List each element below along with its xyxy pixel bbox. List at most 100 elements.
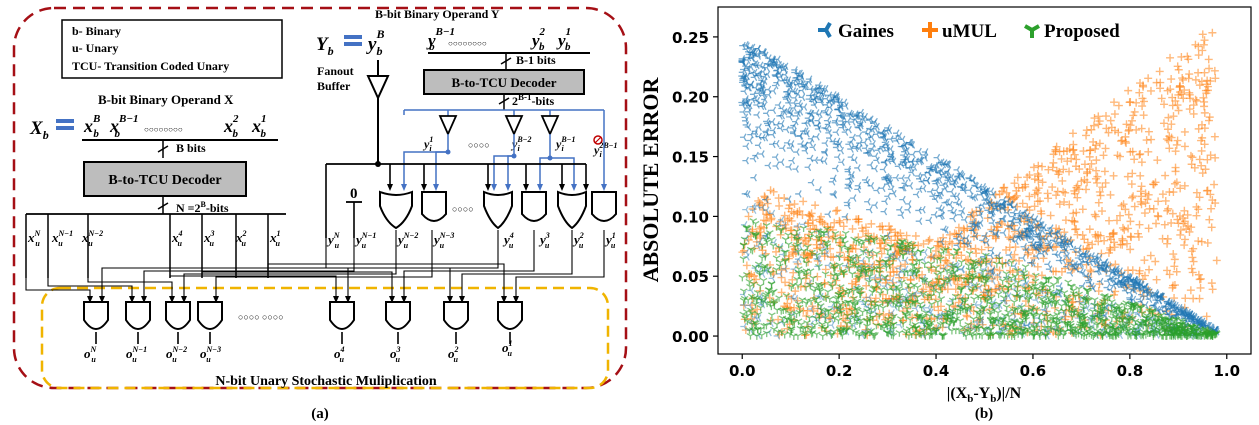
umul-point — [821, 265, 830, 274]
output-label-5: o4 u — [334, 345, 345, 364]
umul-point — [1149, 204, 1158, 213]
umul-point — [1188, 153, 1197, 162]
umul-point — [1133, 229, 1142, 238]
x-tick-label: 0.8 — [1117, 362, 1144, 380]
umul-point — [807, 209, 816, 218]
output-label-4: oN−3 u — [200, 345, 221, 364]
umul-point — [1181, 294, 1190, 303]
panel-b-scatter-chart: 0.0 0.2 0.4 0.6 0.8 1.0 0.00 0.05 0.10 0.15 0.20 0.… — [638, 6, 1252, 422]
umul-point — [1171, 163, 1180, 172]
umul-point — [1032, 186, 1041, 195]
umul-point — [918, 270, 927, 279]
umul-point — [1010, 250, 1019, 259]
umul-point — [1156, 84, 1165, 93]
umul-point — [1205, 215, 1214, 224]
umul-point — [977, 245, 986, 254]
umul-point — [1136, 187, 1145, 196]
umul-point — [1203, 86, 1212, 95]
umul-point — [1070, 218, 1079, 227]
umul-point — [1109, 171, 1118, 180]
umul-point — [1110, 243, 1119, 252]
umul-point — [994, 280, 1003, 289]
two-pow-bits-label: 2B-1-bits — [512, 92, 555, 108]
umul-point — [1165, 144, 1174, 153]
umul-point — [1085, 165, 1094, 174]
umul-point — [1083, 178, 1092, 187]
umul-point — [1085, 225, 1094, 234]
operand-x-equation: Xb xB b xB−1 b ○○○○○○○○ x2 b x1 b — [29, 113, 278, 142]
umul-point — [774, 243, 783, 252]
umul-point — [755, 198, 764, 207]
umul-point — [1034, 161, 1043, 170]
umul-point — [1078, 205, 1087, 214]
umul-point — [1128, 169, 1137, 178]
and-gate-8 — [497, 301, 523, 330]
umul-point — [1030, 202, 1039, 211]
y-tick-label: 0.05 — [672, 268, 709, 286]
umul-point — [963, 312, 972, 321]
umul-point — [1002, 245, 1011, 254]
umul-point — [1169, 112, 1178, 121]
y-input-label-5: y4 u — [502, 231, 514, 250]
umul-point — [1117, 201, 1126, 210]
and-gate-1 — [83, 301, 109, 330]
umul-point — [742, 261, 751, 270]
umul-point — [748, 205, 757, 214]
umul-point — [1186, 286, 1195, 295]
legend-label: Gaines — [838, 21, 894, 42]
umul-point — [1048, 163, 1057, 172]
umul-point — [1129, 111, 1138, 120]
umul-point — [1025, 192, 1034, 201]
and-gate-5 — [329, 301, 355, 330]
umul-point — [1077, 177, 1086, 186]
umul-point — [808, 302, 817, 311]
umul-point — [1168, 281, 1177, 290]
umul-point — [793, 208, 802, 217]
umul-point — [1073, 193, 1082, 202]
umul-point — [803, 306, 812, 315]
umul-point — [839, 222, 848, 231]
umul-point — [1110, 98, 1119, 107]
umul-point — [1174, 106, 1183, 115]
umul-point — [1163, 125, 1172, 134]
umul-point — [1124, 126, 1133, 135]
umul-point — [1188, 253, 1197, 262]
umul-point — [1000, 183, 1009, 192]
y-tick-label: 0.00 — [672, 328, 709, 346]
umul-point — [1044, 165, 1053, 174]
umul-point — [1100, 167, 1109, 176]
umul-point — [1194, 51, 1203, 60]
umul-point — [1124, 210, 1133, 219]
umul-point — [1192, 202, 1201, 211]
umul-point — [1195, 81, 1204, 90]
umul-point — [1057, 267, 1066, 276]
legend-unary: u- Unary — [72, 41, 118, 55]
umul-point — [1173, 62, 1182, 71]
umul-point — [1132, 125, 1141, 134]
umul-point — [776, 217, 785, 226]
umul-point — [925, 235, 934, 244]
umul-point — [904, 283, 913, 292]
umul-point — [1210, 132, 1219, 141]
umul-point — [1068, 129, 1077, 138]
umul-point — [1058, 176, 1067, 185]
umul-point — [1110, 110, 1119, 119]
umul-point — [1054, 170, 1063, 179]
umul-point — [1151, 178, 1160, 187]
umul-point — [1033, 197, 1042, 206]
y-tick-label: 0.25 — [672, 29, 709, 47]
umul-point — [1192, 188, 1201, 197]
umul-point — [1167, 75, 1176, 84]
umul-point — [862, 281, 871, 290]
caption-a: (a) — [311, 406, 329, 422]
umul-point — [1018, 183, 1027, 192]
umul-point — [1101, 178, 1110, 187]
umul-point — [1130, 107, 1139, 116]
umul-point — [995, 266, 1004, 275]
umul-point — [1118, 236, 1127, 245]
umul-point — [1059, 165, 1068, 174]
umul-point — [914, 241, 923, 250]
umul-point — [1092, 156, 1101, 165]
umul-point — [877, 249, 886, 258]
umul-point — [832, 207, 841, 216]
